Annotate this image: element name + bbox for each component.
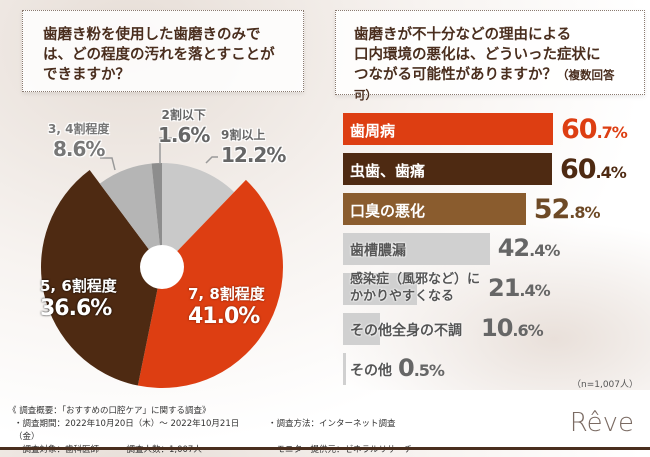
pie-slice-value: 12.2% (221, 143, 286, 167)
survey-period: ・調査期間：2022年10月20日（木）～ 2022年10月21日（金） (14, 419, 240, 442)
leader-line (159, 137, 172, 164)
bar (343, 353, 346, 385)
bar-question-box: 歯磨きが不十分などの理由による 口内環境の悪化は、どういった症状に つながる可能… (335, 10, 645, 102)
pie-label-2wari: 2割以下 1.6% (158, 106, 210, 147)
pie-slice-label: 3, 4割程度 (48, 122, 110, 136)
pie-slice-2 (41, 170, 163, 386)
bar-value: 52.8% (533, 194, 601, 225)
bar-label: その他全身の不調 (350, 323, 462, 339)
bar-value: 10.6% (481, 314, 544, 342)
pie-center-hole (140, 245, 184, 289)
sample-size-note: （n=1,007人） (571, 380, 638, 390)
pie-question: 歯磨き粉を使用した歯磨きのみでは、どの程度の汚れを落とすことができますか？ (43, 27, 275, 83)
pie-slice-value: 36.6% (40, 296, 112, 321)
bar-value: 60.7% (561, 114, 628, 145)
bar-label: 口臭の悪化 (350, 202, 426, 220)
bar-label: その他 (350, 363, 392, 379)
bottom-divider (0, 447, 650, 450)
survey-provider: ・モニター提供元：ゼネラルリサーチ (268, 445, 413, 455)
bar (343, 113, 554, 145)
survey-title: 《 調査概要：「おすすめの口腔ケア」に関する調査》 (8, 406, 211, 416)
bar-label: 虫歯、歯痛 (350, 162, 426, 180)
pie-slice-label: 9割以上 (221, 128, 266, 142)
leader-line (205, 156, 218, 164)
bar-label: 歯周病 (350, 122, 396, 140)
pie-label-34wari: 3, 4割程度 8.6% (48, 120, 109, 161)
survey-target: ・調査対象：歯科医師 (14, 445, 100, 455)
pie-question-box: 歯磨き粉を使用した歯磨きのみでは、どの程度の汚れを落とすことができますか？ (22, 10, 304, 92)
bar (343, 273, 418, 305)
pie-slice-1 (137, 179, 283, 388)
bar (343, 233, 490, 265)
pie-label-9wari: 9割以上 12.2% (221, 126, 286, 167)
pie-label-78wari: 7, 8割程度 41.0% (188, 283, 265, 329)
bar-question-line-2: 口内環境の悪化は、どういった症状に (354, 47, 601, 63)
bar-question-line-3: つながる可能性がありますか？ (354, 67, 557, 83)
pie-slice-value: 1.6% (158, 123, 210, 147)
bar-value: 21.4% (488, 274, 551, 302)
pie-slice-0 (162, 163, 235, 267)
bar-value: 0.5% (398, 354, 445, 382)
bar-label: 歯槽膿漏 (350, 243, 406, 259)
pie-label-56wari: 5, 6割程度 36.6% (40, 275, 117, 321)
bar-value: 42.4% (497, 234, 561, 262)
pie-slice-value: 8.6% (52, 137, 105, 161)
reve-logo: Rêve (569, 408, 634, 438)
bar-question-note: （複数回答可） (354, 68, 615, 102)
pie-slice-value: 41.0% (188, 304, 260, 329)
survey-count: ・調査人数：1,007人 (118, 445, 202, 455)
bar (343, 153, 552, 185)
pie-slice-4 (151, 163, 162, 267)
bar (343, 193, 526, 225)
pie-slice-label: 5, 6割程度 (40, 277, 117, 295)
bar (343, 313, 380, 345)
leader-line (100, 157, 116, 171)
survey-method: ・調査方法：インターネット調査 (268, 419, 396, 429)
pie-slice-label: 7, 8割程度 (188, 285, 265, 303)
bar-label: 感染症（風邪など）に かかりやすくなる (350, 272, 481, 304)
bar-question-line-1: 歯磨きが不十分などの理由による (354, 27, 572, 43)
pie-slice-3 (99, 163, 162, 267)
bar-value: 60.4% (559, 154, 627, 185)
pie-slice-label: 2割以下 (161, 108, 206, 122)
